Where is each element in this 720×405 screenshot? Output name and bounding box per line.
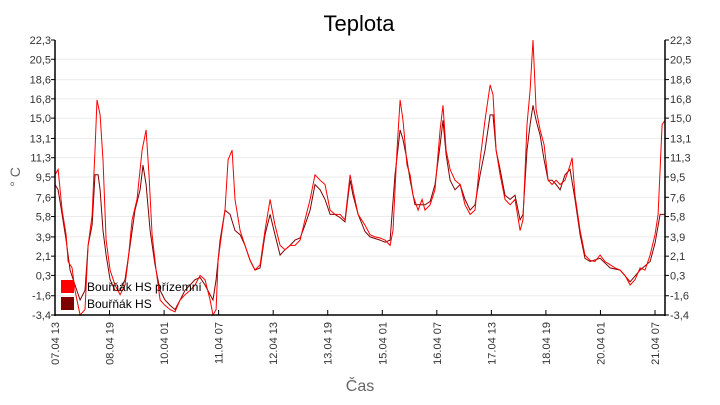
x-tick-label: 13.04 19 xyxy=(323,322,335,365)
x-tick-label: 18.04 19 xyxy=(541,322,553,365)
y-tick-label-right: 13,1 xyxy=(670,133,691,145)
y-tick-label-left: 2,1 xyxy=(36,251,51,263)
y-tick-label-left: -3,4 xyxy=(32,310,51,322)
y-tick-label-right: 16,8 xyxy=(670,94,691,106)
x-tick-label: 17.04 13 xyxy=(486,322,498,365)
y-tick-label-left: 15,0 xyxy=(30,113,51,125)
x-tick-label: 16.04 07 xyxy=(432,322,444,365)
series-group xyxy=(54,39,666,317)
y-tick-label-left: 3,9 xyxy=(36,232,51,244)
y-tick-label-left: 20,5 xyxy=(30,54,51,66)
series-line-0 xyxy=(54,39,666,317)
y-tick-label-left: 13,1 xyxy=(30,133,51,145)
y-tick-label-left: 5,8 xyxy=(36,212,51,224)
y-tick-label-right: 22,3 xyxy=(670,35,691,47)
y-tick-label-right: 18,6 xyxy=(670,75,691,87)
x-axis-label: Čas xyxy=(346,376,374,395)
y-tick-label-right: -1,6 xyxy=(670,291,689,303)
y-tick-label-left: 22,3 xyxy=(30,35,51,47)
y-tick-label-left: 9,5 xyxy=(36,172,51,184)
y-tick-label-right: 9,5 xyxy=(670,172,685,184)
y-tick-label-right: 20,5 xyxy=(670,54,691,66)
x-tick-label: 08.04 19 xyxy=(105,322,117,365)
y-tick-label-left: 16,8 xyxy=(30,94,51,106)
series-line-1 xyxy=(54,105,665,311)
x-tick-label: 15.04 01 xyxy=(377,322,389,365)
y-tick-label-right: 0,3 xyxy=(670,270,685,282)
y-tick-label-right: 5,8 xyxy=(670,212,685,224)
axes: -3,4 -3,4 -1,6 -1,6 0,3 0,3 2,1 2,1 3,9 3,9 5,8 5,8… xyxy=(30,35,692,365)
y-tick-label-right: 7,6 xyxy=(670,192,685,204)
y-tick-label-right: 11,3 xyxy=(670,153,691,165)
y-tick-label-left: 11,3 xyxy=(30,153,51,165)
y-tick-label-left: 0,3 xyxy=(36,270,51,282)
legend-label-0: Bouřňák HS přízemní xyxy=(87,280,202,294)
legend-swatch-1 xyxy=(61,297,74,310)
y-tick-label-left: 7,6 xyxy=(36,192,51,204)
y-tick-label-right: 15,0 xyxy=(670,113,691,125)
x-tick-label: 21.04 07 xyxy=(650,322,662,365)
chart-title: Teplota xyxy=(324,11,396,36)
y-tick-label-right: 3,9 xyxy=(670,232,685,244)
legend: Bouřňák HS přízemní Bouřňák HS xyxy=(61,280,202,311)
y-tick-label-left: -1,6 xyxy=(32,291,51,303)
y-tick-label-right: -3,4 xyxy=(670,310,689,322)
x-tick-label: 12.04 13 xyxy=(268,322,280,365)
x-tick-label: 07.04 13 xyxy=(50,322,62,365)
y-tick-label-right: 2,1 xyxy=(670,251,685,263)
legend-swatch-0 xyxy=(61,280,74,293)
x-tick-label: 10.04 01 xyxy=(159,322,171,365)
legend-label-1: Bouřňák HS xyxy=(87,297,152,311)
x-tick-label: 20.04 01 xyxy=(595,322,607,365)
y-axis-label: ° C xyxy=(7,167,23,187)
y-tick-label-left: 18,6 xyxy=(30,75,51,87)
x-tick-label: 11.04 07 xyxy=(214,322,226,364)
